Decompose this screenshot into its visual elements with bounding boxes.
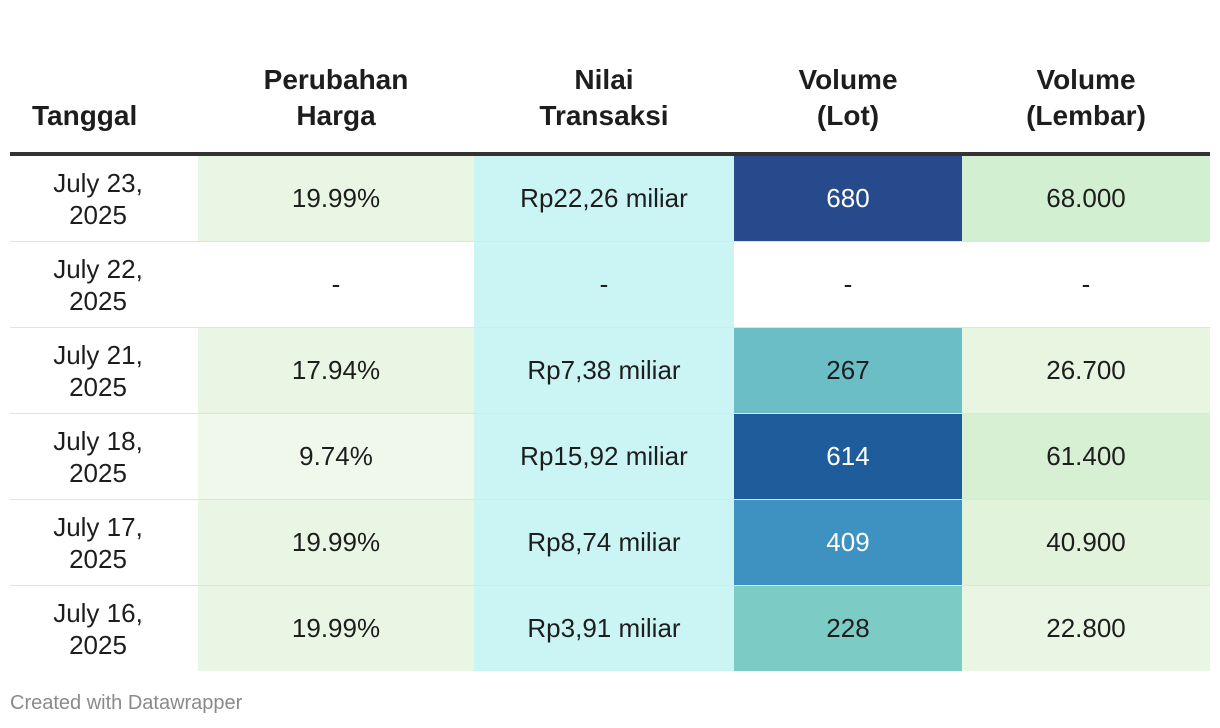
cell-change: 9.74%	[198, 413, 474, 500]
footer-credit[interactable]: Created with Datawrapper	[10, 692, 243, 714]
cell-value: -	[474, 241, 734, 328]
cell-change: -	[198, 241, 474, 328]
cell-lot: 228	[734, 585, 962, 671]
cell-lot: -	[734, 241, 962, 328]
cell-lembar: -	[962, 241, 1210, 328]
cell-lembar: 68.000	[962, 154, 1210, 242]
cell-value: Rp22,26 miliar	[474, 154, 734, 242]
table-row: July 18, 2025 9.74% Rp15,92 miliar 614 61.40…	[10, 413, 1210, 500]
table-header: Tanggal Perubahan Harga Nilai Transaksi …	[10, 40, 1210, 156]
header-tanggal[interactable]: Tanggal	[10, 40, 198, 156]
cell-change: 19.99%	[198, 499, 474, 586]
cell-change: 17.94%	[198, 327, 474, 414]
table-row: July 17, 2025 19.99% Rp8,74 miliar 409 40.90…	[10, 499, 1210, 586]
cell-value: Rp15,92 miliar	[474, 413, 734, 500]
header-row: Tanggal Perubahan Harga Nilai Transaksi …	[10, 40, 1210, 156]
cell-date: July 17, 2025	[10, 499, 198, 586]
cell-lembar: 61.400	[962, 413, 1210, 500]
table-row: July 16, 2025 19.99% Rp3,91 miliar 228 22.80…	[10, 585, 1210, 671]
cell-date: July 23, 2025	[10, 154, 198, 242]
table-row: July 21, 2025 17.94% Rp7,38 miliar 267 26.70…	[10, 327, 1210, 414]
cell-change: 19.99%	[198, 154, 474, 242]
cell-lot: 267	[734, 327, 962, 414]
table-row: July 23, 2025 19.99% Rp22,26 miliar 680 68.0…	[10, 154, 1210, 242]
cell-date: July 18, 2025	[10, 413, 198, 500]
cell-lot: 680	[734, 154, 962, 242]
header-nilai-transaksi[interactable]: Nilai Transaksi	[474, 40, 734, 156]
table-row: July 22, 2025- - - -	[10, 241, 1210, 328]
cell-value: Rp7,38 miliar	[474, 327, 734, 414]
cell-value: Rp8,74 miliar	[474, 499, 734, 586]
header-volume-lot[interactable]: Volume (Lot)	[734, 40, 962, 156]
cell-value: Rp3,91 miliar	[474, 585, 734, 671]
header-perubahan-harga[interactable]: Perubahan Harga	[198, 40, 474, 156]
table-body: July 23, 2025 19.99% Rp22,26 miliar 680 68.0…	[10, 154, 1210, 671]
cell-lembar: 26.700	[962, 327, 1210, 414]
header-volume-lembar[interactable]: Volume (Lembar)	[962, 40, 1210, 156]
cell-date: July 16, 2025	[10, 585, 198, 671]
cell-lot: 614	[734, 413, 962, 500]
cell-lot: 409	[734, 499, 962, 586]
cell-date: July 22, 2025	[10, 241, 198, 328]
cell-lembar: 22.800	[962, 585, 1210, 671]
cell-lembar: 40.900	[962, 499, 1210, 586]
cell-change: 19.99%	[198, 585, 474, 671]
stock-table: Tanggal Perubahan Harga Nilai Transaksi …	[10, 40, 1210, 671]
cell-date: July 21, 2025	[10, 327, 198, 414]
data-table-container: Tanggal Perubahan Harga Nilai Transaksi …	[10, 40, 1210, 671]
